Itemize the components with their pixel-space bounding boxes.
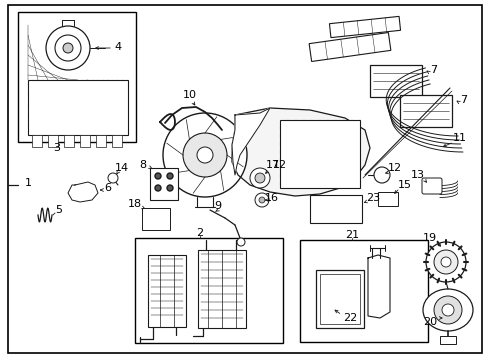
Text: 16: 16 [264, 193, 279, 203]
Text: 3: 3 [53, 143, 61, 153]
Bar [80, 135, 90, 147]
Ellipse shape [422, 289, 472, 331]
Bar [309, 195, 361, 223]
Text: 7: 7 [429, 65, 437, 75]
Text: 21: 21 [344, 230, 358, 240]
Bar [135, 238, 283, 343]
Circle shape [46, 26, 90, 70]
Circle shape [259, 197, 264, 203]
Polygon shape [68, 182, 98, 202]
Text: 23: 23 [365, 193, 379, 203]
Circle shape [433, 296, 461, 324]
Text: 14: 14 [115, 163, 129, 173]
Bar [64, 135, 74, 147]
Text: 11: 11 [452, 133, 466, 143]
Bar [142, 208, 170, 230]
Circle shape [63, 43, 73, 53]
Text: 15: 15 [397, 180, 411, 190]
Text: 8: 8 [139, 160, 146, 170]
Bar [112, 135, 122, 147]
Text: 12: 12 [272, 160, 286, 170]
Text: 9: 9 [214, 201, 221, 211]
Circle shape [254, 173, 264, 183]
Polygon shape [231, 108, 369, 196]
Polygon shape [231, 108, 269, 175]
Polygon shape [308, 32, 390, 62]
Bar [32, 135, 42, 147]
Polygon shape [367, 255, 389, 318]
Bar [439, 336, 455, 344]
Circle shape [167, 173, 173, 179]
Bar [377, 192, 397, 206]
Text: 6: 6 [104, 183, 111, 193]
Circle shape [237, 238, 244, 246]
Circle shape [167, 185, 173, 191]
Text: 18: 18 [128, 199, 142, 209]
Bar [48, 135, 58, 147]
Bar [369, 65, 421, 97]
Text: 7: 7 [460, 95, 467, 105]
Circle shape [249, 168, 269, 188]
Text: 13: 13 [410, 170, 424, 180]
Circle shape [254, 193, 268, 207]
Bar [280, 120, 359, 188]
Text: 2: 2 [196, 228, 203, 238]
Bar [96, 135, 106, 147]
Circle shape [183, 133, 226, 177]
Bar [28, 80, 128, 135]
Text: 1: 1 [24, 178, 31, 188]
Circle shape [163, 113, 246, 197]
Circle shape [197, 147, 213, 163]
Circle shape [440, 257, 450, 267]
Text: 4: 4 [114, 42, 122, 52]
Circle shape [441, 304, 453, 316]
Circle shape [55, 35, 81, 61]
Bar [315, 270, 363, 328]
FancyBboxPatch shape [421, 178, 441, 194]
Circle shape [425, 242, 465, 282]
Text: 17: 17 [265, 160, 280, 170]
Bar [399, 95, 451, 127]
Bar [198, 250, 245, 328]
Circle shape [373, 167, 389, 183]
Text: 19: 19 [422, 233, 436, 243]
Polygon shape [329, 16, 400, 38]
Text: 12: 12 [387, 163, 401, 173]
Text: 10: 10 [183, 90, 197, 100]
Circle shape [155, 185, 161, 191]
Text: 5: 5 [55, 205, 62, 215]
Text: 20: 20 [422, 317, 436, 327]
Bar [18, 12, 136, 142]
Circle shape [108, 173, 118, 183]
Bar [299, 240, 427, 342]
Bar [150, 168, 178, 200]
Circle shape [155, 173, 161, 179]
Bar [319, 274, 359, 324]
Circle shape [433, 250, 457, 274]
Text: 22: 22 [342, 313, 356, 323]
Bar [148, 255, 185, 327]
